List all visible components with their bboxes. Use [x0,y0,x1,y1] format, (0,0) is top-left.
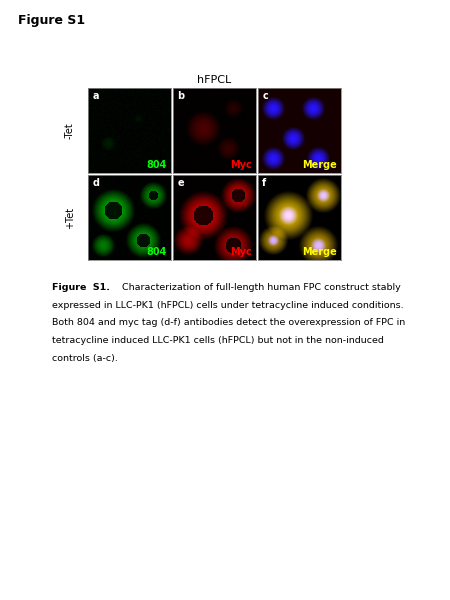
Text: 804: 804 [147,247,167,257]
Text: Figure  S1.: Figure S1. [52,283,110,292]
Text: Myc: Myc [230,160,252,170]
Text: Both 804 and myc tag (d-f) antibodies detect the overexpression of FPC in: Both 804 and myc tag (d-f) antibodies de… [52,319,405,328]
Text: Merge: Merge [302,160,337,170]
Text: 804: 804 [147,160,167,170]
Text: +Tet: +Tet [65,206,75,229]
Text: e: e [177,178,184,188]
Text: -Tet: -Tet [65,122,75,139]
Text: controls (a-c).: controls (a-c). [52,354,117,363]
Text: f: f [262,178,266,188]
Text: Merge: Merge [302,247,337,257]
Text: b: b [177,91,184,101]
Text: a: a [92,91,99,101]
Text: c: c [262,91,268,101]
Text: d: d [92,178,99,188]
Text: expressed in LLC-PK1 (hFPCL) cells under tetracycline induced conditions.: expressed in LLC-PK1 (hFPCL) cells under… [52,301,403,310]
Text: Myc: Myc [230,247,252,257]
Text: hFPCL: hFPCL [198,75,232,85]
Text: Characterization of full-length human FPC construct stably: Characterization of full-length human FP… [120,283,401,292]
Text: Figure S1: Figure S1 [18,14,85,27]
Text: tetracycline induced LLC-PK1 cells (hFPCL) but not in the non-induced: tetracycline induced LLC-PK1 cells (hFPC… [52,336,383,345]
